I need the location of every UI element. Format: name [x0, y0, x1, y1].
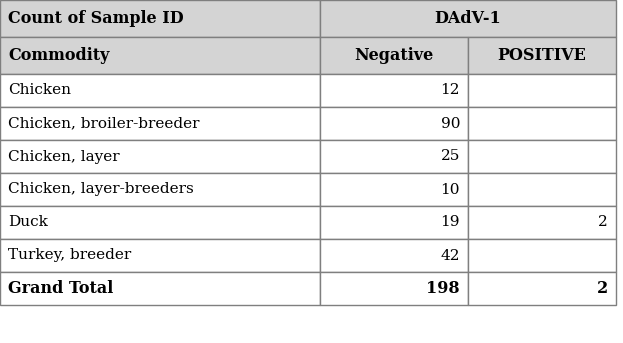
Text: 25: 25	[440, 150, 460, 164]
Bar	[320, 206, 468, 239]
Bar	[468, 239, 616, 272]
Bar	[468, 37, 616, 74]
Text: Chicken: Chicken	[8, 83, 71, 97]
Bar	[0, 37, 320, 74]
Text: Negative: Negative	[354, 47, 434, 64]
Text: DAdV-1: DAdV-1	[435, 10, 502, 27]
Text: 19: 19	[440, 215, 460, 229]
Text: Commodity: Commodity	[8, 47, 110, 64]
Text: Chicken, broiler-breeder: Chicken, broiler-breeder	[8, 117, 199, 130]
Text: Count of Sample ID: Count of Sample ID	[8, 10, 184, 27]
Text: POSITIVE: POSITIVE	[498, 47, 586, 64]
Bar	[468, 206, 616, 239]
Text: 42: 42	[440, 248, 460, 262]
Text: Chicken, layer-breeders: Chicken, layer-breeders	[8, 182, 194, 197]
Bar	[320, 37, 468, 74]
Text: 2: 2	[597, 280, 608, 297]
Bar	[320, 107, 468, 140]
Bar	[0, 107, 320, 140]
Bar	[0, 140, 320, 173]
Bar	[468, 74, 616, 107]
Text: 90: 90	[440, 117, 460, 130]
Bar	[468, 272, 616, 305]
Text: 12: 12	[440, 83, 460, 97]
Text: 2: 2	[598, 215, 608, 229]
Bar	[0, 173, 320, 206]
Bar	[320, 272, 468, 305]
Bar	[468, 107, 616, 140]
Bar	[320, 239, 468, 272]
Text: Turkey, breeder: Turkey, breeder	[8, 248, 131, 262]
Bar	[320, 74, 468, 107]
Bar	[0, 272, 320, 305]
Text: 10: 10	[440, 182, 460, 197]
Bar	[320, 140, 468, 173]
Bar	[0, 239, 320, 272]
Bar	[468, 173, 616, 206]
Bar	[320, 173, 468, 206]
Bar	[0, 206, 320, 239]
Bar	[0, 0, 320, 37]
Text: Chicken, layer: Chicken, layer	[8, 150, 120, 164]
Bar	[468, 140, 616, 173]
Bar	[0, 74, 320, 107]
Text: 198: 198	[426, 280, 460, 297]
Text: Grand Total: Grand Total	[8, 280, 113, 297]
Bar	[320, 0, 616, 37]
Text: Duck: Duck	[8, 215, 48, 229]
